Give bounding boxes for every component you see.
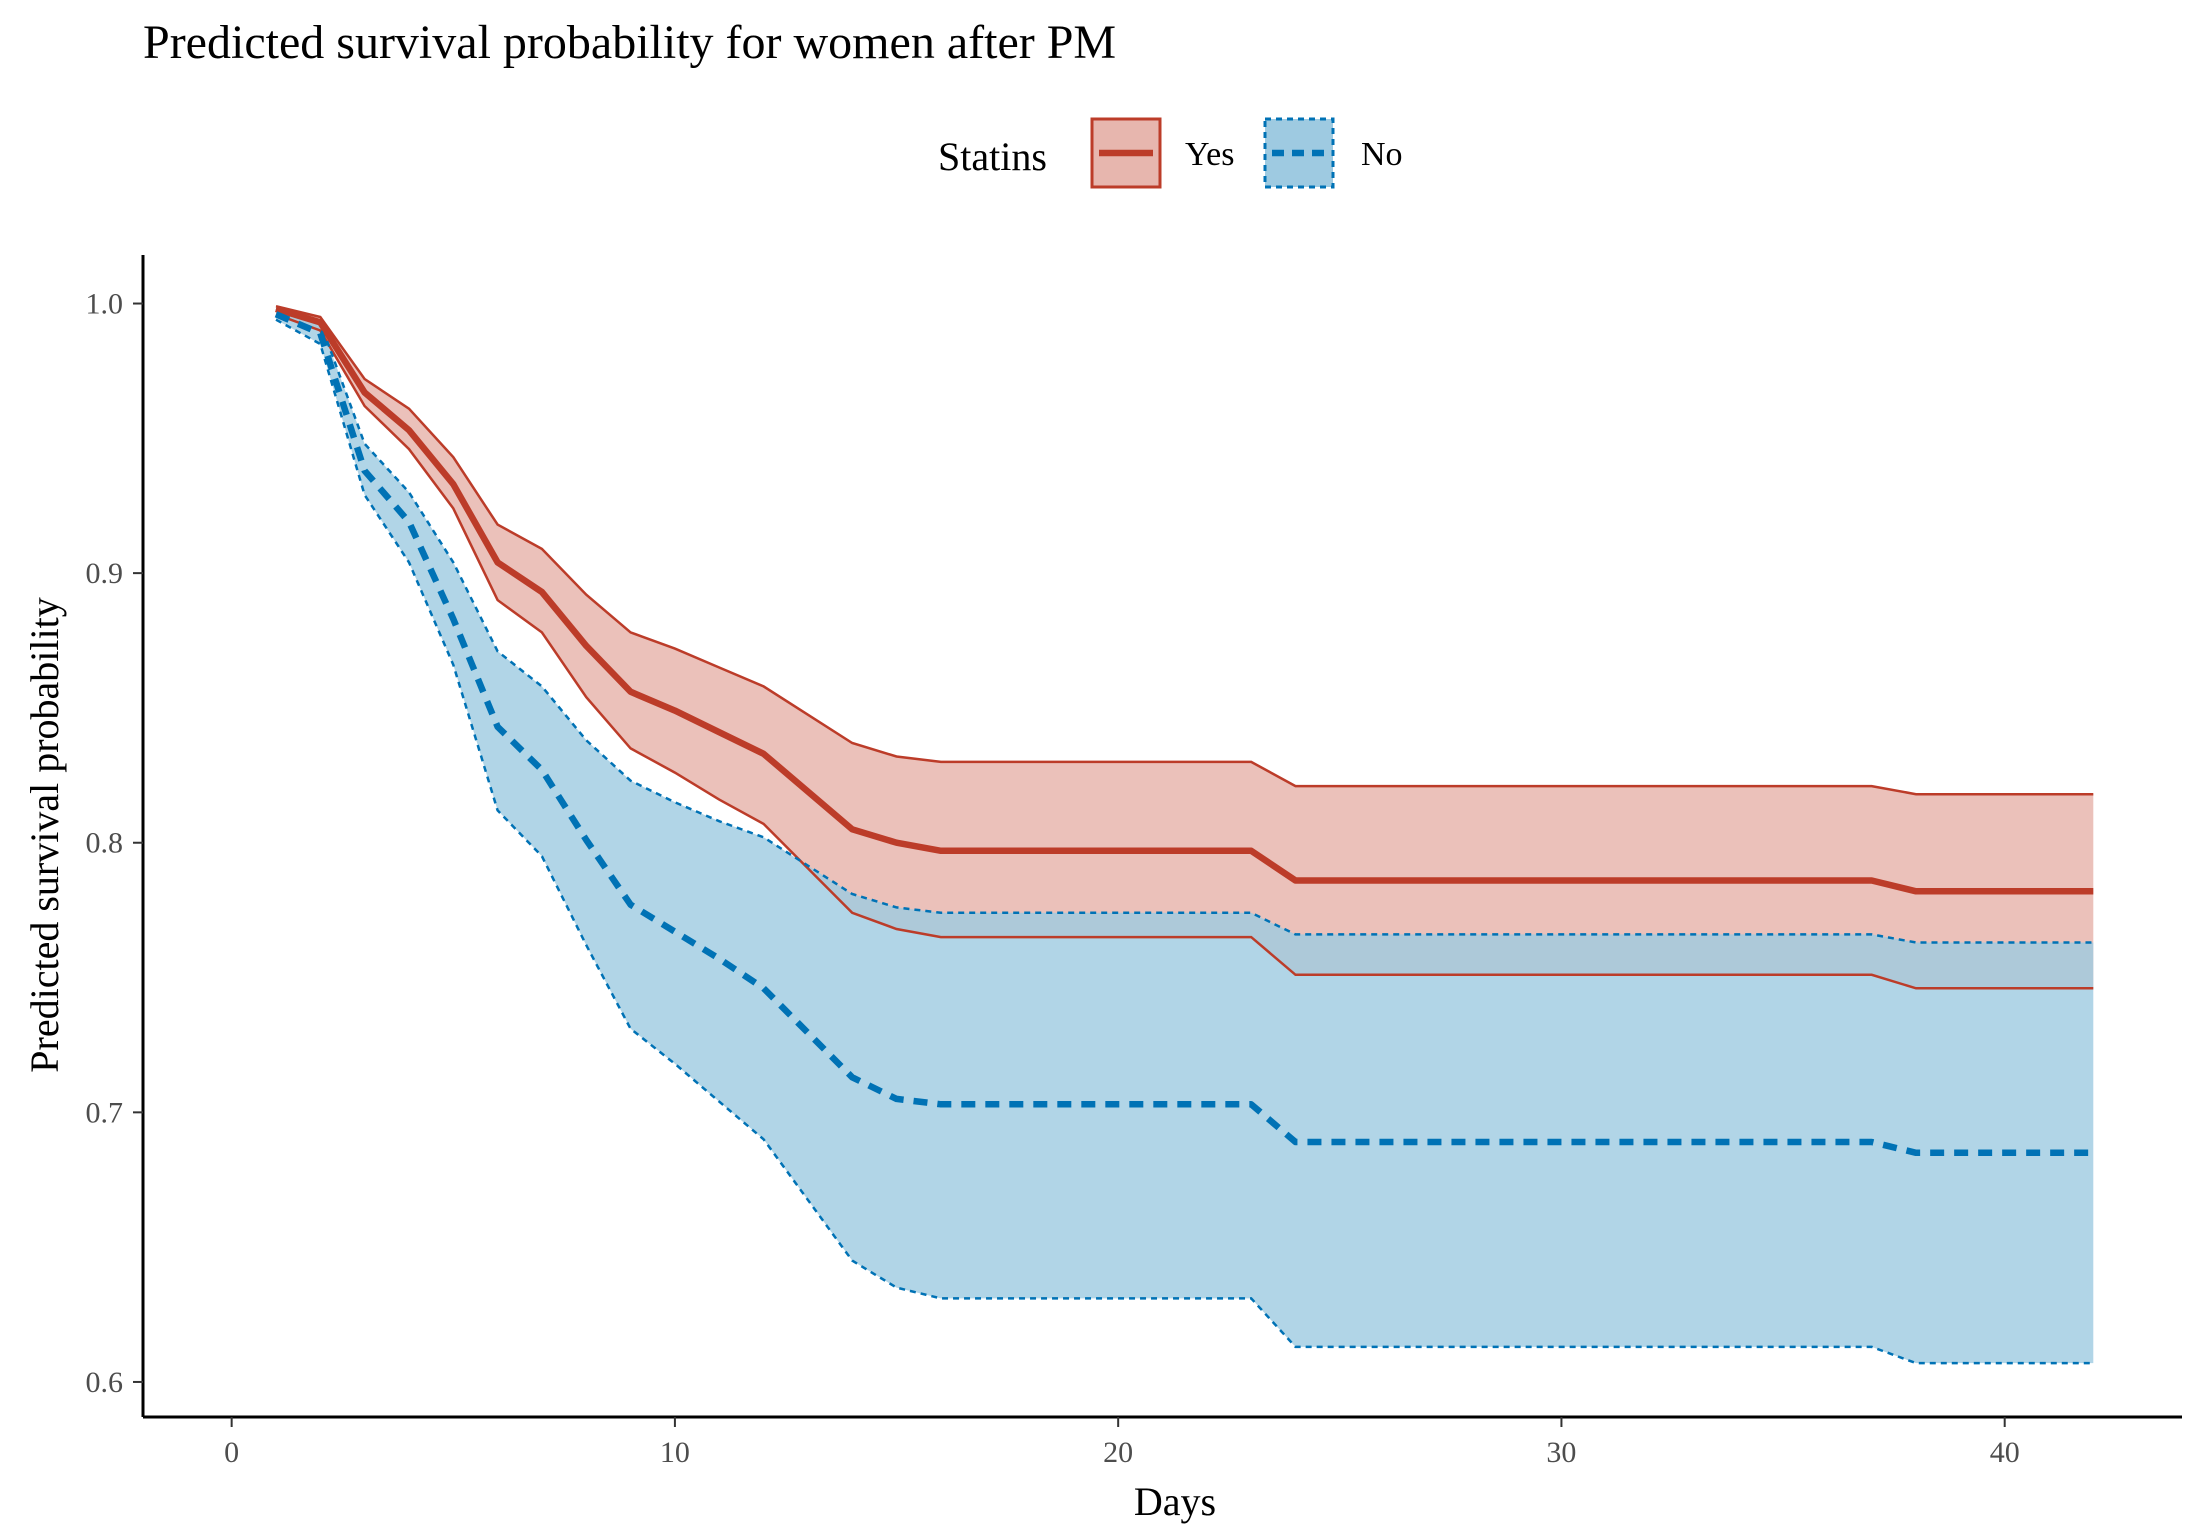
axes: 0 10 20 30 40 0.6 0.7 0.8 0.9 1.0 (86, 255, 2182, 1469)
series-line-no (274, 311, 2094, 1157)
lower-bound-yes (275, 313, 2094, 990)
x-tick-label: 20 (1103, 1436, 1133, 1469)
y-tick-label: 0.6 (86, 1366, 124, 1399)
x-tick-label: 10 (660, 1436, 690, 1469)
series-line-yes (275, 305, 2094, 895)
chart-title: Predicted survival probability for women… (143, 16, 1116, 69)
upper-bound-no (275, 307, 2094, 944)
plot-area (274, 304, 2094, 1365)
y-tick-label: 0.9 (86, 557, 124, 590)
legend-label-no: No (1361, 136, 1403, 173)
y-tick-label: 0.7 (86, 1096, 124, 1129)
upper-bound-yes (275, 304, 2094, 796)
y-tick-label: 0.8 (86, 827, 124, 860)
legend: Statins Yes No (938, 117, 1403, 189)
ribbon-no (276, 308, 2094, 1364)
ribbon-yes (276, 306, 2094, 989)
legend-label-yes: Yes (1185, 136, 1234, 173)
y-tick-label: 1.0 (86, 288, 124, 321)
x-tick-label: 40 (1990, 1436, 2020, 1469)
y-axis-title: Predicted survival probability (22, 597, 67, 1072)
x-axis-title: Days (1134, 1479, 1216, 1524)
legend-title: Statins (938, 134, 1047, 179)
x-tick-label: 30 (1546, 1436, 1576, 1469)
x-tick-label: 0 (224, 1436, 239, 1469)
lower-bound-no (275, 318, 2094, 1365)
